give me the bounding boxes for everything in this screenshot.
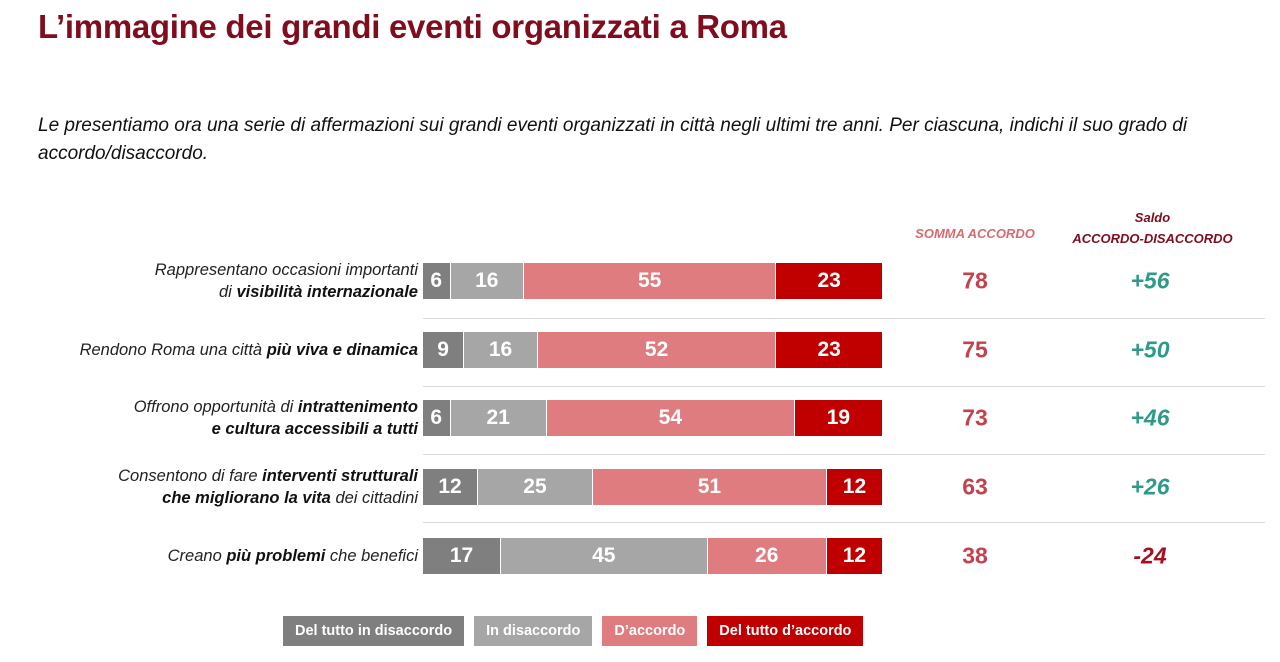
chart-row: Rappresentano occasioni importanti di vis…: [0, 261, 1280, 301]
row-label-part: dei cittadini: [330, 489, 418, 507]
stacked-bar: 6 16 55 23: [423, 263, 882, 299]
row-divider: [423, 386, 1265, 387]
segment-value-label: 6: [430, 269, 443, 292]
chart-row: Consentono di fare interventi struttural…: [0, 467, 1280, 507]
segment-del-tutto-accordo: 12: [826, 538, 882, 574]
segment-del-tutto-disaccordo: 6: [423, 400, 451, 436]
segment-del-tutto-disaccordo: 6: [423, 263, 451, 299]
segment-value-label: 17: [449, 544, 474, 567]
segment-del-tutto-accordo: 23: [776, 263, 882, 299]
header-saldo-line1: Saldo: [1134, 210, 1171, 225]
segment-in-disaccordo: 45: [501, 538, 708, 574]
row-label-part: di: [219, 283, 237, 301]
segment-del-tutto-disaccordo: 17: [423, 538, 502, 574]
segment-value-label: 12: [842, 544, 867, 567]
legend-item-del-tutto-accordo: Del tutto d’accordo: [707, 616, 864, 646]
chart-row: Offrono opportunità di intrattenimento e …: [0, 398, 1280, 438]
segment-in-disaccordo: 21: [450, 400, 547, 436]
question-text: Le presentiamo ora una serie di affermaz…: [38, 115, 1188, 164]
segment-in-disaccordo: 16: [464, 332, 538, 368]
stacked-bar: 12 25 51 12: [423, 469, 882, 505]
row-label-bold-part: che migliorano la vita: [162, 489, 331, 507]
segment-value-label: 55: [638, 269, 662, 292]
segment-value-label: 45: [592, 544, 616, 567]
row-label-part: Rappresentano occasioni importanti: [154, 261, 418, 279]
segment-accordo: 52: [537, 332, 777, 368]
segment-accordo: 51: [592, 469, 827, 505]
row-label-part: Offrono opportunità di: [133, 398, 298, 416]
saldo-value: +46: [1130, 404, 1170, 431]
segment-value-label: 12: [842, 475, 867, 498]
segment-accordo: 26: [707, 538, 827, 574]
segment-del-tutto-accordo: 23: [776, 332, 882, 368]
row-label-bold-part: intrattenimento: [297, 398, 418, 416]
segment-accordo: 55: [523, 263, 777, 299]
legend-item-in-disaccordo: In disaccordo: [474, 616, 593, 646]
segment-in-disaccordo: 16: [450, 263, 524, 299]
segment-accordo: 54: [546, 400, 795, 436]
row-label: Rappresentano occasioni importanti di vis…: [155, 259, 418, 303]
row-label-part: che benefici: [325, 547, 418, 565]
segment-del-tutto-accordo: 12: [826, 469, 882, 505]
row-label-bold-part: più viva e dinamica: [266, 341, 418, 359]
stacked-bar: 6 21 54 19: [423, 400, 882, 436]
segment-del-tutto-disaccordo: 9: [423, 332, 465, 368]
saldo-value: +50: [1130, 336, 1170, 363]
segment-del-tutto-accordo: 19: [794, 400, 882, 436]
saldo-value: +26: [1130, 473, 1170, 500]
segment-value-label: 9: [437, 338, 449, 361]
chart-row: Rendono Roma una città più viva e dinami…: [0, 332, 1280, 368]
header-saldo: Saldo ACCORDO-DISACCORDO: [1060, 207, 1245, 249]
saldo-value: +56: [1130, 267, 1170, 294]
chart-row: Creano più problemi che benefici 17 45 26 12…: [0, 538, 1280, 574]
row-label: Rendono Roma una città più viva e dinami…: [80, 339, 418, 361]
segment-value-label: 52: [644, 338, 669, 361]
chart-legend: Del tutto in disaccordo In disaccordo D’ac…: [283, 616, 864, 646]
segment-value-label: 21: [486, 406, 510, 429]
segment-in-disaccordo: 25: [478, 469, 593, 505]
row-label-bold-part: più problemi: [226, 547, 326, 565]
row-label-part: Creano: [167, 547, 227, 565]
legend-item-del-tutto-disaccordo: Del tutto in disaccordo: [283, 616, 465, 646]
row-label-part: Rendono Roma una città: [79, 341, 267, 359]
segment-value-label: 12: [438, 475, 462, 498]
legend-item-accordo: D’accordo: [602, 616, 698, 646]
row-label: Consentono di fare interventi struttural…: [118, 465, 418, 509]
stacked-bar: 17 45 26 12: [423, 538, 882, 574]
page-title: L’immagine dei grandi eventi organizzati…: [38, 8, 787, 45]
row-label-bold-part: visibilità internazionale: [236, 283, 418, 301]
segment-value-label: 6: [430, 406, 443, 429]
somma-accordo-value: 63: [962, 473, 988, 500]
row-label: Offrono opportunità di intrattenimento e …: [134, 396, 418, 440]
somma-accordo-value: 73: [962, 404, 988, 431]
segment-value-label: 23: [817, 338, 841, 361]
segment-del-tutto-disaccordo: 12: [423, 469, 479, 505]
row-label-bold-part: interventi strutturali: [262, 467, 418, 485]
somma-accordo-value: 78: [962, 267, 988, 294]
segment-value-label: 51: [697, 475, 722, 498]
segment-value-label: 19: [826, 406, 851, 429]
row-divider: [423, 522, 1265, 523]
row-divider: [423, 454, 1265, 455]
row-label: Creano più problemi che benefici: [168, 545, 418, 567]
header-somma-accordo: SOMMA ACCORDO: [915, 226, 1035, 241]
row-label-part: Consentono di fare: [118, 467, 263, 485]
segment-value-label: 16: [488, 338, 513, 361]
segment-value-label: 25: [523, 475, 547, 498]
segment-value-label: 23: [817, 269, 841, 292]
segment-value-label: 54: [658, 406, 683, 429]
segment-value-label: 16: [475, 269, 499, 292]
header-saldo-line2: ACCORDO-DISACCORDO: [1072, 231, 1233, 246]
stacked-bar: 9 16 52 23: [423, 332, 882, 368]
row-divider: [423, 318, 1265, 319]
segment-value-label: 26: [755, 544, 779, 567]
row-label-bold-part: e cultura accessibili a tutti: [211, 420, 418, 438]
saldo-value: -24: [1133, 542, 1167, 569]
somma-accordo-value: 75: [962, 336, 988, 363]
somma-accordo-value: 38: [962, 542, 988, 569]
